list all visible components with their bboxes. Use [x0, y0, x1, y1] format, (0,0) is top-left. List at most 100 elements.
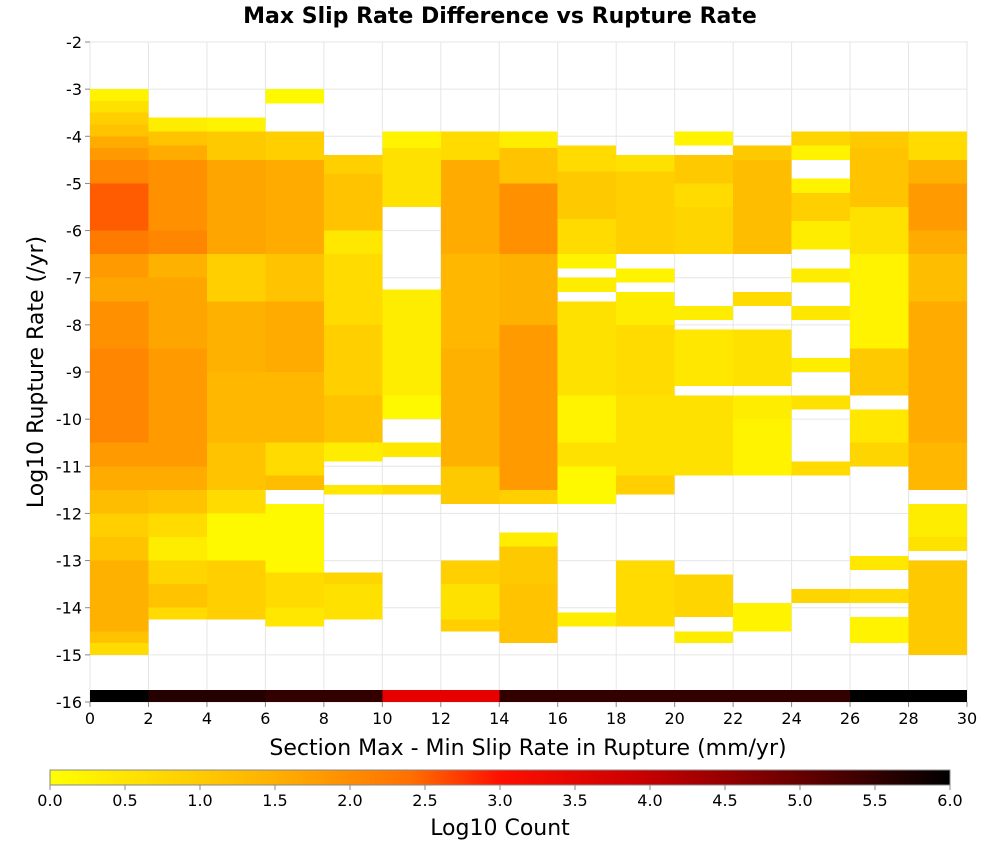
heatmap-cell — [382, 131, 441, 149]
heatmap-cell — [382, 148, 441, 207]
colorbar-ticks: 0.0 0.5 1.0 1.5 2.0 2.5 3.0 3.5 4.0 4.5 5.0 5.5 6.0 — [37, 785, 963, 810]
y-tick-label: -4 — [66, 127, 82, 146]
heatmap-cell — [616, 690, 675, 702]
heatmap-cell — [323, 254, 383, 325]
x-tick-label: 8 — [319, 709, 329, 728]
heatmap-cell — [908, 537, 967, 552]
heatmap-cell — [148, 277, 207, 349]
heatmap-cell — [733, 395, 792, 420]
heatmap-cell — [674, 574, 734, 618]
y-tick-label: -2 — [66, 33, 82, 52]
heatmap-cell — [440, 254, 500, 349]
heatmap-cell — [90, 124, 149, 137]
heatmap-cell — [90, 277, 149, 302]
heatmap-cell — [206, 442, 266, 490]
colorbar-tick-label: 6.0 — [937, 791, 962, 810]
heatmap-cell — [499, 489, 558, 504]
y-tick-label: -16 — [56, 693, 82, 712]
heatmap-cell — [791, 357, 851, 372]
heatmap-cell — [733, 690, 792, 702]
heatmap-cell — [440, 690, 500, 702]
heatmap-cell — [323, 395, 383, 443]
x-tick-label: 30 — [957, 709, 977, 728]
heatmap-cell — [206, 372, 266, 443]
colorbar-label: Log10 Count — [430, 816, 570, 841]
heatmap-cell — [90, 112, 149, 125]
colorbar-tick-label: 2.5 — [412, 791, 437, 810]
heatmap-cell — [791, 192, 851, 222]
heatmap-cell — [791, 145, 851, 160]
heatmap-cell — [908, 504, 967, 537]
chart-title: Max Slip Rate Difference vs Rupture Rate — [243, 4, 757, 29]
colorbar-tick-label: 0.0 — [37, 791, 62, 810]
heatmap-cell — [791, 588, 851, 603]
heatmap-cell — [791, 268, 851, 283]
y-axis-ticks: -2 -3 -4 -5 -6 -7 -8 -9 -10 -11 -12 -13 -14 -15 -16 — [56, 33, 90, 712]
heatmap-cell — [557, 171, 617, 219]
heatmap-cell — [90, 136, 149, 149]
heatmap-cell — [265, 572, 324, 608]
x-tick-label: 28 — [898, 709, 918, 728]
y-tick-label: -15 — [56, 646, 82, 665]
heatmap-cell — [323, 485, 383, 495]
heatmap-cell — [148, 607, 207, 620]
heatmap-cell — [908, 230, 967, 255]
heatmap-cell — [850, 409, 909, 443]
heatmap-cell — [850, 148, 909, 207]
heatmap-cell — [791, 395, 851, 410]
heatmap-cell — [557, 145, 617, 172]
heatmap-cell — [616, 155, 675, 172]
heatmap-cell — [265, 607, 324, 627]
heatmap-cell — [90, 301, 149, 349]
heatmap-cell — [557, 612, 617, 627]
heatmap-cell — [90, 254, 149, 278]
heatmap-cell — [90, 89, 149, 101]
heatmap-cell — [90, 230, 149, 255]
heatmap-cell — [323, 584, 383, 620]
heatmap-cell — [148, 690, 207, 702]
heatmap-cell — [733, 329, 792, 387]
heatmap-cell — [382, 442, 441, 457]
heatmap-cell — [908, 183, 967, 231]
heatmap-cell — [616, 395, 675, 476]
x-tick-label: 10 — [372, 709, 392, 728]
heatmap-cell — [148, 489, 207, 514]
heatmap-cell — [499, 324, 558, 490]
y-tick-label: -5 — [66, 174, 82, 193]
colorbar-tick-label: 4.5 — [712, 791, 737, 810]
x-axis-label: Section Max - Min Slip Rate in Rupture (… — [269, 736, 786, 761]
y-tick-label: -10 — [56, 410, 82, 429]
heatmap-cells — [90, 89, 967, 702]
heatmap-cell — [323, 174, 383, 231]
colorbar-tick-label: 5.5 — [862, 791, 887, 810]
heatmap-cell — [440, 348, 500, 467]
heatmap-cell — [616, 475, 675, 495]
heatmap-cell — [323, 324, 383, 396]
heatmap-cell — [148, 584, 207, 608]
heatmap-cell — [440, 131, 500, 160]
heatmap-cell — [499, 584, 558, 644]
heatmap-cell — [557, 442, 617, 467]
heatmap-cell — [265, 301, 324, 372]
heatmap-cell — [206, 489, 266, 514]
heatmap-cell — [265, 131, 324, 160]
heatmap-cell — [733, 419, 792, 476]
heatmap-cell — [499, 690, 558, 702]
y-tick-label: -14 — [56, 599, 82, 618]
heatmap-cell — [616, 324, 675, 396]
heatmap-cell — [265, 372, 324, 443]
y-tick-label: -11 — [56, 457, 82, 476]
heatmap-cell — [908, 690, 967, 702]
heatmap-cell — [850, 442, 909, 467]
heatmap-cell — [148, 560, 207, 585]
heatmap-cell — [90, 560, 149, 632]
heatmap-cell — [674, 631, 734, 644]
heatmap-cell — [265, 504, 324, 573]
heatmap-cell — [440, 619, 500, 632]
x-axis-ticks: 0 2 4 6 8 10 12 14 16 18 20 22 24 26 28 30 — [85, 702, 977, 728]
heatmap-cell — [499, 131, 558, 149]
heatmap-cell — [557, 395, 617, 443]
heatmap-cell — [323, 230, 383, 255]
heatmap-cell — [557, 277, 617, 292]
